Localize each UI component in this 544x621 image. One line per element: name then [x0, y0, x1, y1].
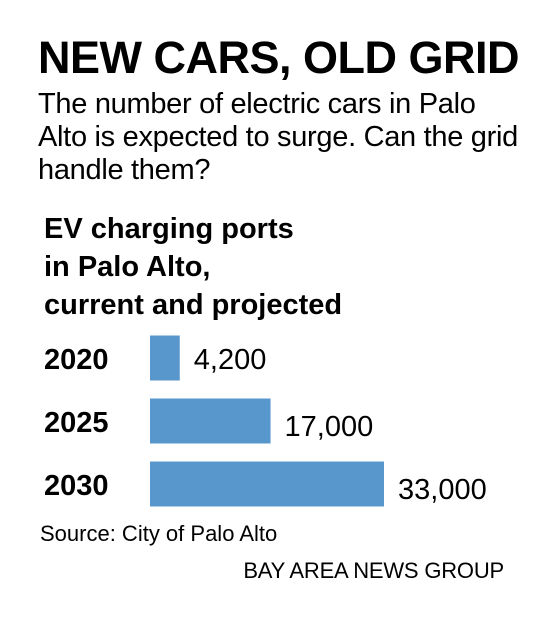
category-label-2025: 2025: [44, 407, 109, 439]
subheadline: The number of electric cars in Palo Alto…: [38, 88, 518, 186]
category-label-2030: 2030: [44, 470, 109, 502]
bar-2025: [150, 398, 271, 444]
value-label-2030: 33,000: [398, 474, 487, 506]
category-label-2020: 2020: [44, 344, 109, 376]
source-note: Source: City of Palo Alto: [40, 521, 278, 546]
bar-chart: 2020 4,200 2025 17,000 2030 33,000: [44, 335, 487, 507]
headline: NEW CARS, OLD GRID: [38, 32, 520, 83]
value-label-2020: 4,200: [194, 344, 267, 376]
bar-2020: [150, 335, 180, 381]
chart-title: EV charging ports in Palo Alto, current …: [44, 213, 343, 321]
credit-line: BAY AREA NEWS GROUP: [243, 558, 504, 583]
value-label-2025: 17,000: [285, 411, 374, 443]
bar-2030: [150, 461, 384, 507]
